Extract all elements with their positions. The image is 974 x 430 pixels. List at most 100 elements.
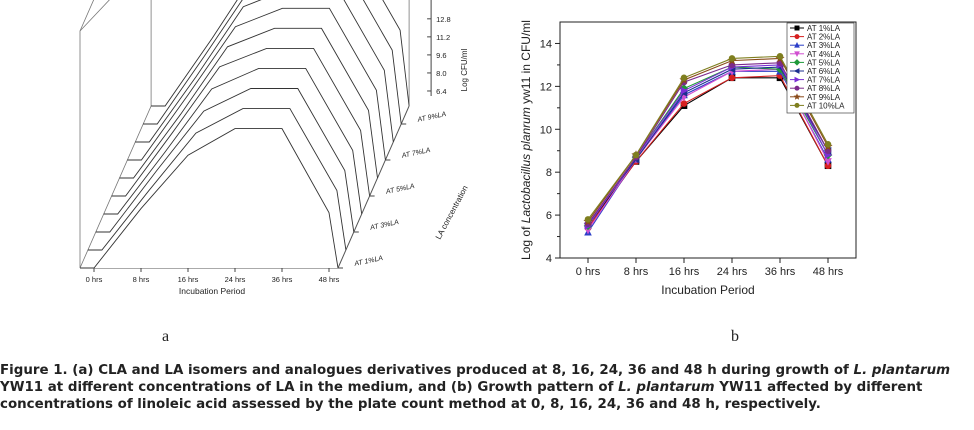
x-tick-label: 24 hrs: [225, 275, 246, 284]
legend-label: AT 2%LA: [807, 33, 841, 42]
data-point: [680, 74, 688, 82]
legend-marker: [794, 85, 800, 91]
data-point: [824, 140, 832, 148]
caption-part-1: Figure 1. (a) CLA and LA isomers and ana…: [0, 363, 854, 378]
x-axis-title: Incubation Period: [179, 286, 245, 296]
y-tick-label: 10: [540, 124, 552, 136]
panel-b-chart: 4 6 8 10 12 14 0 hrs 8 hrs 16 hrs 24 hrs 36 hrs 48 …: [500, 0, 974, 320]
x-axis-title: Incubation Period: [661, 283, 754, 297]
legend-label: AT 5%LA: [807, 58, 841, 67]
x-tick-label: 36 hrs: [272, 275, 293, 284]
legend-entry: AT 3%LA: [790, 41, 841, 50]
caption-species-2: L. plantarum: [618, 380, 715, 395]
data-point: [728, 74, 736, 82]
legend-entry: AT 8%LA: [790, 84, 841, 93]
x-tick-label: 36 hrs: [765, 266, 796, 278]
legend-entry: AT 2%LA: [790, 33, 841, 42]
figure-caption: Figure 1. (a) CLA and LA isomers and ana…: [0, 362, 974, 413]
data-point: [680, 100, 688, 107]
legend-marker: [794, 51, 800, 58]
panel-a-chart: 0 hrs 8 hrs 16 hrs 24 hrs 36 hrs 48 hrs Incuba…: [0, 0, 480, 320]
z-tick-label: 11.2: [436, 33, 450, 42]
ribbon-fill: [80, 128, 338, 268]
panel-a-label: a: [162, 328, 170, 345]
z-tick-label: 9.6: [436, 51, 446, 60]
data-point: [584, 216, 592, 223]
panel-b-label: b: [731, 328, 739, 345]
legend-entry: AT 4%LA: [790, 50, 841, 59]
caption-species-1: L. plantarum: [853, 363, 951, 378]
z-axis-title: Log CFU/ml: [460, 48, 469, 91]
legend-label: AT 3%LA: [807, 41, 841, 50]
legend-label: AT 8%LA: [807, 84, 841, 93]
x-tick-label: 0 hrs: [576, 266, 601, 278]
legend-marker: [794, 25, 800, 31]
depth-tick-label: AT 9%LA: [416, 111, 447, 124]
legend-marker: [794, 76, 801, 83]
y-axis-title-part: Log of: [519, 223, 533, 260]
waterfall-ribbon: [95, 88, 355, 233]
legend-marker: [793, 93, 801, 100]
depth-tick-label: AT 7%LA: [400, 147, 431, 160]
legend-marker: [794, 102, 800, 108]
depth-tick-label: AT 3%LA: [369, 219, 400, 232]
waterfall-ribbon: [151, 0, 410, 107]
x-tick-label: 8 hrs: [624, 266, 649, 278]
depth-axis-line: [337, 105, 410, 269]
x-tick-label: 0 hrs: [86, 275, 103, 284]
waterfall-ribbon: [87, 108, 347, 251]
data-point: [680, 86, 689, 95]
legend-label: AT 1%LA: [807, 24, 841, 33]
z-tick-label: 6.4: [436, 87, 446, 96]
legend-label: AT 10%LA: [807, 101, 845, 110]
waterfall-ribbon: [135, 0, 394, 143]
y-axis-title-part: yw11 in CFU/ml: [519, 20, 533, 107]
legend-marker: [793, 68, 800, 74]
data-point: [824, 158, 832, 166]
legend-entry: AT 5%LA: [790, 58, 841, 67]
y-tick-label: 6: [546, 210, 552, 222]
depth-axis-title: LA concentration: [434, 184, 470, 241]
x-tick-label: 48 hrs: [319, 275, 340, 284]
y-tick-label: 14: [540, 38, 552, 50]
z-tick-label: 8.0: [436, 69, 446, 78]
y-axis-title-species: Lactobacillus planrum: [519, 107, 533, 223]
legend-marker: [794, 34, 800, 40]
waterfall-chart-svg: 0 hrs 8 hrs 16 hrs 24 hrs 36 hrs 48 hrs Incuba…: [79, 0, 470, 296]
legend-marker: [793, 59, 801, 66]
y-tick-label: 4: [546, 253, 552, 265]
y-tick-label: 8: [546, 167, 552, 179]
depth-tick-label: AT 1%LA: [353, 255, 384, 268]
legend-label: AT 7%LA: [807, 76, 841, 85]
legend-marker: [794, 41, 800, 48]
legend-label: AT 9%LA: [807, 93, 841, 102]
y-axis-title: Log of Lactobacillus planrum yw11 in CFU…: [519, 20, 533, 260]
depth-tick-label: AT 5%LA: [384, 183, 415, 196]
plot-frame: [559, 21, 857, 259]
line-chart-svg: 4 6 8 10 12 14 0 hrs 8 hrs 16 hrs 24 hrs 36 hrs 48 …: [519, 20, 857, 297]
waterfall-ribbon: [80, 128, 339, 269]
caption-part-3: YW11 affected by different concentration…: [0, 380, 923, 412]
x-tick-label: 24 hrs: [717, 266, 748, 278]
waterfall-ribbon: [119, 27, 378, 179]
data-point: [776, 53, 784, 60]
x-tick-label: 8 hrs: [133, 275, 150, 284]
y-tick-label: 12: [540, 81, 552, 93]
legend-entry: AT 1%LA: [790, 24, 841, 33]
caption-part-2: YW11 at different concentrations of LA i…: [0, 380, 619, 395]
legend-entry: AT 10%LA: [790, 101, 845, 110]
waterfall-ribbon: [111, 47, 371, 197]
legend-label: AT 4%LA: [807, 50, 841, 59]
waterfall-ribbon: [103, 68, 363, 215]
x-tick-label: 48 hrs: [813, 266, 844, 278]
legend-entry: AT 6%LA: [790, 67, 841, 76]
x-tick-label: 16 hrs: [669, 266, 700, 278]
legend-label: AT 6%LA: [807, 67, 841, 76]
data-point: [632, 151, 640, 159]
wall-top-edge: [79, 0, 110, 32]
data-point: [728, 55, 736, 62]
legend-entry: AT 9%LA: [790, 93, 841, 102]
waterfall-ribbon: [143, 0, 402, 125]
x-tick-label: 16 hrs: [178, 275, 199, 284]
waterfall-ribbon: [127, 7, 386, 161]
